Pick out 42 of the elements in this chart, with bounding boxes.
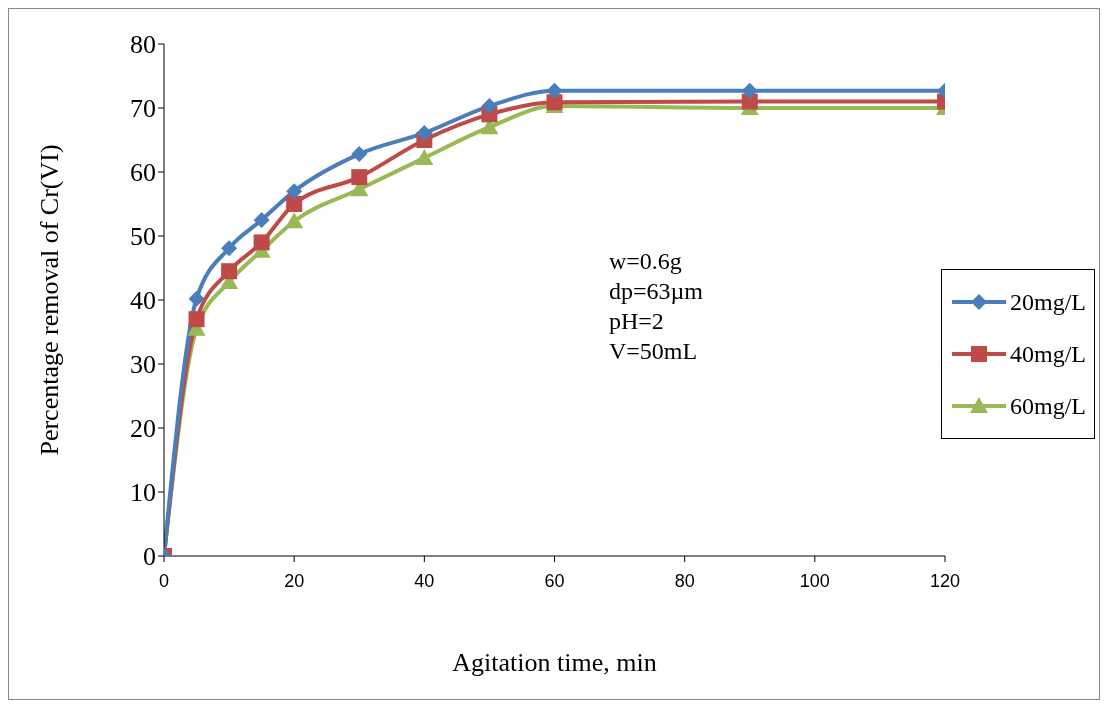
point xyxy=(546,82,563,99)
point xyxy=(253,234,270,251)
y-tick-label: 20 xyxy=(130,414,156,444)
point xyxy=(415,148,434,165)
point xyxy=(286,183,303,200)
y-tick-label: 70 xyxy=(130,94,156,124)
legend-label: 20mg/L xyxy=(1010,288,1086,316)
point xyxy=(481,98,498,115)
point xyxy=(741,93,758,110)
point xyxy=(416,124,433,141)
x-axis-title: Agitation time, min xyxy=(452,648,657,677)
y-tick-label: 40 xyxy=(130,286,156,316)
x-tick-label: 60 xyxy=(544,570,565,591)
annotation: V=50mL xyxy=(609,338,698,364)
x-tick-label: 100 xyxy=(799,570,830,591)
point xyxy=(286,196,303,212)
point xyxy=(188,290,205,307)
x-tick-label: 40 xyxy=(414,570,435,591)
y-tick-label: 0 xyxy=(143,542,156,572)
legend-label: 60mg/L xyxy=(1010,392,1086,420)
y-tick-label: 80 xyxy=(130,30,156,60)
point xyxy=(188,311,205,328)
point xyxy=(253,212,270,228)
y-tick-label: 10 xyxy=(130,478,156,508)
y-tick-label: 30 xyxy=(130,350,156,380)
annotation: pH=2 xyxy=(609,308,664,334)
point xyxy=(285,212,304,229)
y-tick-label: 50 xyxy=(130,222,156,252)
point xyxy=(351,169,368,186)
point xyxy=(741,82,758,99)
y-axis-title: Percentage removal of Cr(VI) xyxy=(35,144,65,456)
point xyxy=(221,263,238,280)
annotation: w=0.6g xyxy=(609,248,682,274)
x-tick-label: 0 xyxy=(158,570,170,591)
x-tick-label: 80 xyxy=(674,570,695,591)
x-tick-label: 20 xyxy=(284,570,305,591)
legend-label: 40mg/L xyxy=(1010,340,1086,368)
x-tick-label: 120 xyxy=(929,570,961,591)
point xyxy=(351,146,368,163)
point xyxy=(221,240,238,257)
y-tick-label: 60 xyxy=(130,158,156,188)
annotation: dp=63µm xyxy=(609,278,704,304)
